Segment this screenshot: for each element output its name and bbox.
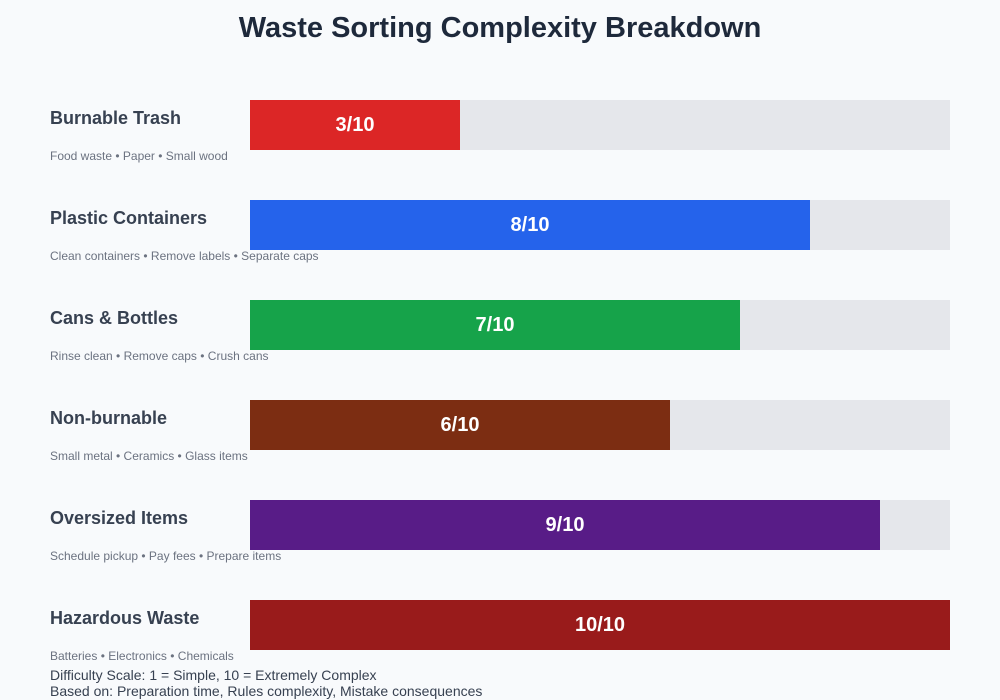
bar: 7/10 [250, 300, 740, 350]
category-label: Hazardous Waste [50, 608, 200, 628]
bar-value-label: 7/10 [475, 313, 515, 336]
category-label: Oversized Items [50, 508, 189, 528]
category-details: Small metal • Ceramics • Glass items [50, 449, 248, 463]
category-details: Schedule pickup • Pay fees • Prepare ite… [50, 549, 282, 563]
bar-value-label: 9/10 [545, 513, 585, 536]
category-label: Plastic Containers [50, 208, 208, 228]
bar-row: Oversized Items Schedule pickup • Pay fe… [0, 500, 1000, 600]
bar-track: 10/10 [250, 600, 950, 650]
bar: 6/10 [250, 400, 670, 450]
category-details: Batteries • Electronics • Chemicals [50, 649, 234, 663]
bar-value-label: 8/10 [510, 213, 550, 236]
chart-title: Waste Sorting Complexity Breakdown [238, 12, 762, 44]
category-label: Cans & Bottles [50, 308, 179, 328]
bar-row: Hazardous Waste Batteries • Electronics … [0, 600, 1000, 700]
bar-row: Cans & Bottles Rinse clean • Remove caps… [0, 300, 1000, 400]
bar: 10/10 [250, 600, 950, 650]
category-details: Food waste • Paper • Small wood [50, 149, 228, 163]
bar-row: Non-burnable Small metal • Ceramics • Gl… [0, 400, 1000, 500]
bar-value-label: 10/10 [574, 613, 626, 636]
difficulty-scale-note: Difficulty Scale: 1 = Simple, 10 = Extre… [50, 667, 377, 683]
category-label: Burnable Trash [50, 108, 182, 128]
bar: 3/10 [250, 100, 460, 150]
bar-value-label: 3/10 [335, 113, 375, 136]
bar-track: 6/10 [250, 400, 950, 450]
bar-row: Burnable Trash Food waste • Paper • Smal… [0, 100, 1000, 200]
bar-track: 8/10 [250, 200, 950, 250]
category-details: Clean containers • Remove labels • Separ… [50, 249, 319, 263]
bar: 8/10 [250, 200, 810, 250]
bar-row: Plastic Containers Clean containers • Re… [0, 200, 1000, 300]
bar-track: 3/10 [250, 100, 950, 150]
bar-value-label: 6/10 [440, 413, 480, 436]
category-details: Rinse clean • Remove caps • Crush cans [50, 349, 269, 363]
bar-track: 7/10 [250, 300, 950, 350]
bar-track: 9/10 [250, 500, 950, 550]
basis-note: Based on: Preparation time, Rules comple… [50, 683, 483, 699]
bar: 9/10 [250, 500, 880, 550]
category-label: Non-burnable [50, 408, 167, 428]
